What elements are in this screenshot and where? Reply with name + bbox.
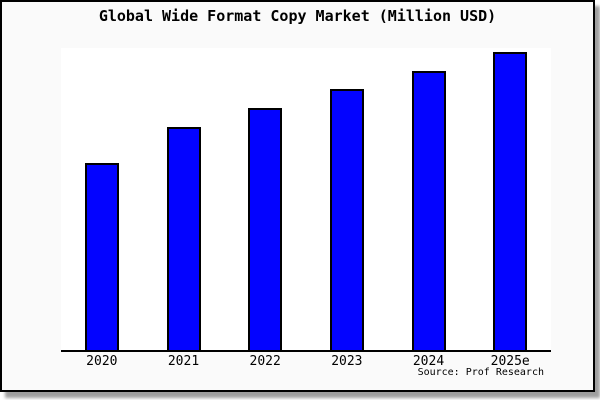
bar-2020 [85, 163, 119, 350]
x-tick-label-2023: 2023 [331, 354, 363, 369]
x-axis-labels: 2020 2021 2022 2023 2024 2025e [61, 355, 551, 369]
x-tick-label-2025e: 2025e [490, 354, 530, 369]
bar-2021 [167, 127, 201, 350]
x-tick-label-2020: 2020 [86, 354, 118, 369]
plot-area [61, 48, 551, 352]
x-tick-label-2024: 2024 [412, 354, 445, 369]
chart-figure: Global Wide Format Copy Market (Million … [0, 0, 595, 392]
bar-2024 [412, 71, 446, 350]
bar-2025e [493, 52, 527, 350]
chart-title: Global Wide Format Copy Market (Million … [98, 7, 497, 25]
x-tick-label-2022: 2022 [249, 354, 281, 369]
bar-2023 [330, 89, 364, 350]
x-tick-label-2021: 2021 [167, 354, 200, 369]
source-note: Source: Prof Research [417, 367, 544, 378]
bar-2022 [248, 108, 282, 350]
